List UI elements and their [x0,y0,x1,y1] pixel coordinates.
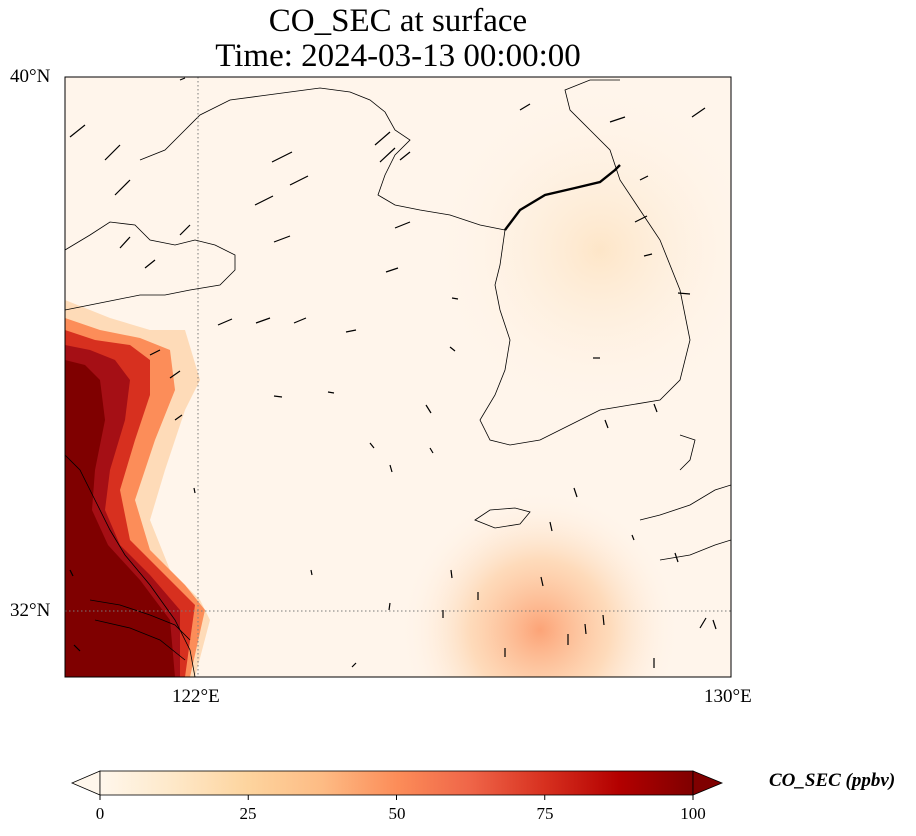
coastline-japan [639,434,731,561]
colorbar-gradient [99,770,694,796]
map-title-time: Time: 2024-03-13 00:00:00 [215,38,581,74]
map-title: CO_SEC at surface Time: 2024-03-13 00:00… [65,4,731,74]
coastline-korea [479,79,691,446]
colorbar-tick-25: 25 [239,804,257,823]
colorbar-extend-low [70,770,101,796]
coastlines [65,79,731,677]
lat-tick-32: 32°N [10,600,51,621]
map-frame [64,76,732,678]
colorbar-tick-100: 100 [680,804,706,823]
gridlines [65,77,731,677]
concentration-field-southeast [380,480,731,677]
coastline-shandong [65,221,236,311]
coastline-liaodong [139,87,506,231]
map-title-variable: CO_SEC at surface [268,3,528,39]
lat-tick-40: 40°N [10,66,51,87]
colorbar-extend-high [692,770,724,796]
coastline-east-china [65,454,196,677]
coastline-jeju [474,507,531,529]
coastline-korea-border [504,164,621,231]
colorbar-tick-0: 0 [95,804,105,823]
lon-tick-130: 130°E [704,686,752,707]
colorbar-label: CO_SEC (ppbv) [769,770,896,791]
concentration-plume-west [65,300,210,677]
wind-vectors [69,77,717,668]
coastline-yangtze [89,599,191,661]
lon-tick-122: 122°E [172,686,220,707]
colorbar-tick-50: 50 [388,804,406,823]
colorbar-tick-75: 75 [536,804,554,823]
concentration-field-korea [400,77,731,477]
